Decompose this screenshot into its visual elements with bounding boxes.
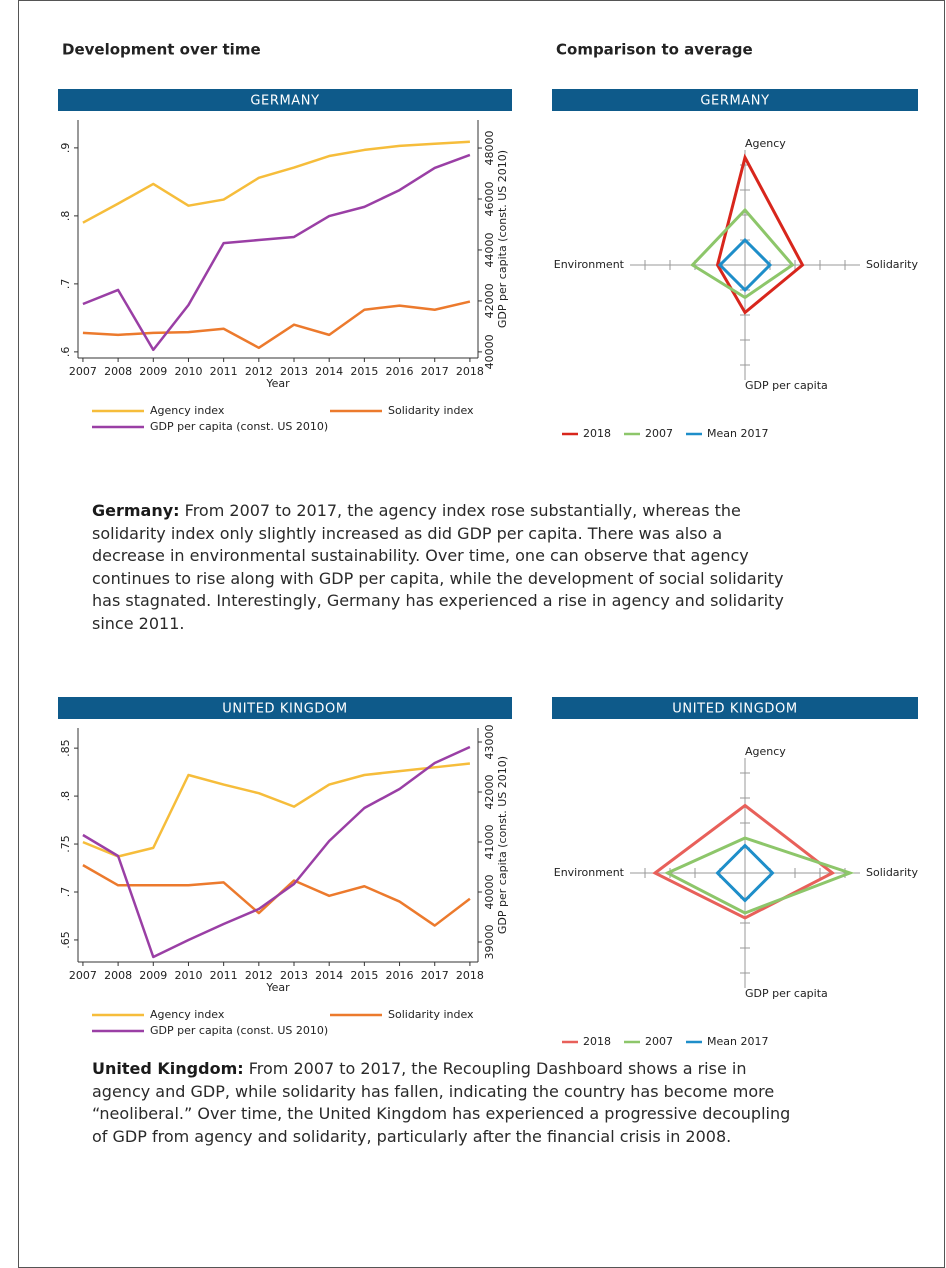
paragraph-lead: United Kingdom:: [92, 1059, 244, 1078]
x-tick-label: 2009: [139, 365, 167, 378]
chart-header: [58, 697, 512, 719]
x-tick-label: 2009: [139, 969, 167, 982]
chart-title: GERMANY: [250, 94, 319, 109]
x-tick-label: 2018: [456, 969, 484, 982]
chart-header: [552, 697, 918, 719]
x-tick-label: 2017: [421, 969, 449, 982]
legend-label: Solidarity index: [388, 1008, 474, 1021]
radar-shape: [664, 836, 855, 915]
data-line: [82, 745, 471, 959]
x-tick-label: 2015: [350, 969, 378, 982]
y2-tick-label: 42000: [483, 775, 496, 810]
x-tick-label: 2007: [69, 969, 97, 982]
y-tick-label: .7: [59, 887, 72, 898]
y-tick-label: .8: [59, 211, 72, 222]
radar-shape: [715, 843, 775, 903]
x-tick-label: 2016: [386, 969, 414, 982]
legend-label: 2007: [645, 1035, 673, 1048]
chart-title: UNITED KINGDOM: [672, 702, 797, 717]
y2-tick-label: 40000: [483, 875, 496, 910]
x-tick-label: 2012: [245, 969, 273, 982]
y-tick-label: .8: [59, 791, 72, 802]
radar-shape: [717, 237, 773, 293]
legend-label: 2018: [583, 427, 611, 440]
radar-axis-label: Agency: [745, 745, 786, 758]
x-tick-label: 2010: [174, 969, 202, 982]
section-heading: Development over time: [62, 41, 261, 59]
chart-title: GERMANY: [700, 94, 769, 109]
data-line: [82, 300, 471, 350]
x-tick-label: 2016: [386, 365, 414, 378]
x-tick-label: 2012: [245, 365, 273, 378]
y2-tick-label: 43000: [483, 725, 496, 760]
x-axis-label: Year: [265, 981, 290, 994]
y-tick-label: .9: [59, 143, 72, 154]
legend-label: GDP per capita (const. US 2010): [150, 420, 328, 433]
chart-header: [58, 89, 512, 111]
y2-tick-label: 41000: [483, 825, 496, 860]
x-tick-label: 2013: [280, 969, 308, 982]
x-tick-label: 2011: [210, 969, 238, 982]
y-tick-label: .7: [59, 279, 72, 290]
x-tick-label: 2008: [104, 969, 132, 982]
legend-label: GDP per capita (const. US 2010): [150, 1024, 328, 1037]
section-heading: Comparison to average: [556, 41, 753, 59]
y-tick-label: .6: [59, 347, 72, 358]
legend-label: Mean 2017: [707, 1035, 768, 1048]
x-tick-label: 2014: [315, 365, 343, 378]
radar-shape: [652, 803, 836, 920]
radar-axis-label: Solidarity: [866, 258, 918, 271]
x-tick-label: 2007: [69, 365, 97, 378]
y2-axis-label: GDP per capita (const. US 2010): [496, 150, 509, 328]
radar-axis-label: Solidarity: [866, 866, 918, 879]
x-tick-label: 2008: [104, 365, 132, 378]
radar-axis-label: GDP per capita: [745, 379, 828, 392]
paragraph-text: From 2007 to 2017, the Recoupling Dashbo…: [92, 1059, 791, 1146]
radar-axis-label: Environment: [554, 258, 625, 271]
x-tick-label: 2011: [210, 365, 238, 378]
paragraph: United Kingdom: From 2007 to 2017, the R…: [92, 1058, 792, 1148]
paragraph-text: From 2007 to 2017, the agency index rose…: [92, 501, 784, 633]
radar-shape: [690, 207, 795, 300]
x-axis-label: Year: [265, 377, 290, 390]
radar-axis-label: GDP per capita: [745, 987, 828, 1000]
paragraph-lead: Germany:: [92, 501, 180, 520]
legend-label: Solidarity index: [388, 404, 474, 417]
legend-label: Agency index: [150, 1008, 225, 1021]
y-tick-label: .65: [59, 931, 72, 949]
chart-title: UNITED KINGDOM: [222, 702, 347, 717]
legend-label: Mean 2017: [707, 427, 768, 440]
legend-label: Agency index: [150, 404, 225, 417]
y2-tick-label: 42000: [483, 283, 496, 318]
radar-axis-label: Agency: [745, 137, 786, 150]
y2-tick-label: 40000: [483, 334, 496, 369]
data-line: [82, 140, 470, 224]
x-tick-label: 2010: [174, 365, 202, 378]
x-tick-label: 2014: [315, 969, 343, 982]
data-line: [82, 153, 471, 352]
paragraph: Germany: From 2007 to 2017, the agency i…: [92, 500, 792, 636]
y2-tick-label: 46000: [483, 181, 496, 216]
x-tick-label: 2015: [350, 365, 378, 378]
y-tick-label: .85: [59, 739, 72, 757]
y2-tick-label: 48000: [483, 131, 496, 166]
radar-axis-label: Environment: [554, 866, 625, 879]
y2-tick-label: 39000: [483, 925, 496, 960]
x-tick-label: 2018: [456, 365, 484, 378]
legend-label: 2007: [645, 427, 673, 440]
chart-header: [552, 89, 918, 111]
x-tick-label: 2013: [280, 365, 308, 378]
y-tick-label: .75: [59, 835, 72, 853]
data-line: [82, 762, 471, 858]
legend-label: 2018: [583, 1035, 611, 1048]
y2-axis-label: GDP per capita (const. US 2010): [496, 756, 509, 934]
x-tick-label: 2017: [421, 365, 449, 378]
y2-tick-label: 44000: [483, 232, 496, 267]
